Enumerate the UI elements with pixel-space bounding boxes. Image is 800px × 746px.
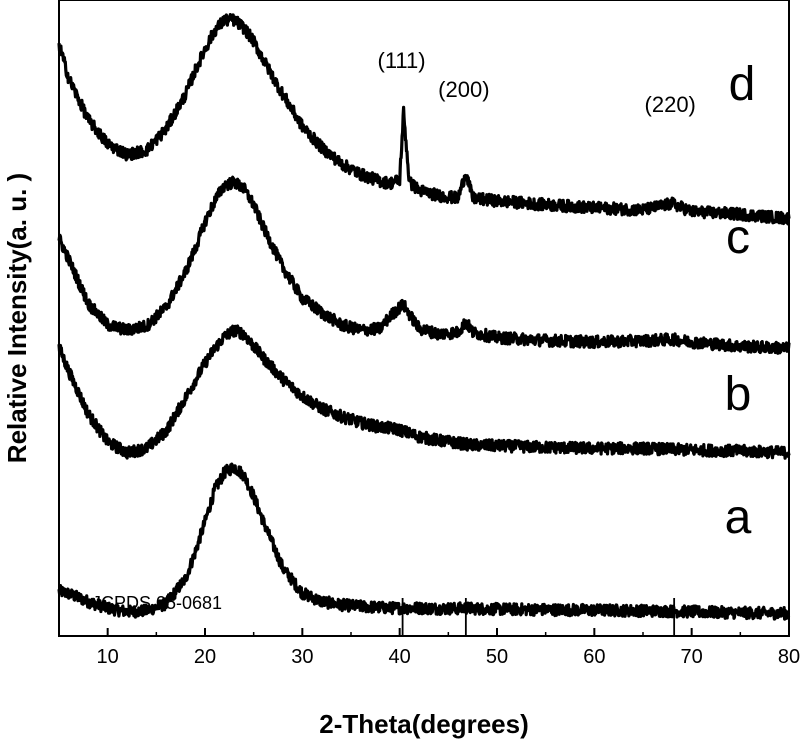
jcpds-reference: JCPDS 05-0681 [92,593,676,636]
series-line-d [57,13,791,226]
series-label-a: a [725,491,752,544]
series-line-a [57,462,791,621]
x-tick-label: 80 [778,646,800,668]
series-label-b: b [725,368,752,421]
x-tick-label: 10 [97,646,119,668]
peak-label: (220) [645,92,696,117]
series-line-b [57,324,791,460]
series-labels: a b c d [725,58,756,544]
series-line-c [57,175,791,355]
x-axis-title: 2-Theta(degrees) [319,709,529,739]
peak-label: (111) [378,48,426,73]
x-tick-label: 20 [194,646,216,668]
y-axis-title: Relative Intensity(a. u. ) [2,173,32,463]
series-group [57,13,791,621]
series-label-c: c [726,211,750,264]
peak-label: (200) [438,77,489,102]
x-tick-label: 30 [291,646,313,668]
x-tick-label: 40 [389,646,411,668]
x-tick-label: 60 [583,646,605,668]
plot-frame [58,0,790,637]
series-label-d: d [729,58,756,111]
peak-annotations: (111) (200) (220) [378,48,696,117]
x-tick-label: 70 [681,646,703,668]
x-axis: 10 20 30 40 50 60 70 80 [58,628,800,668]
x-tick-label: 50 [486,646,508,668]
